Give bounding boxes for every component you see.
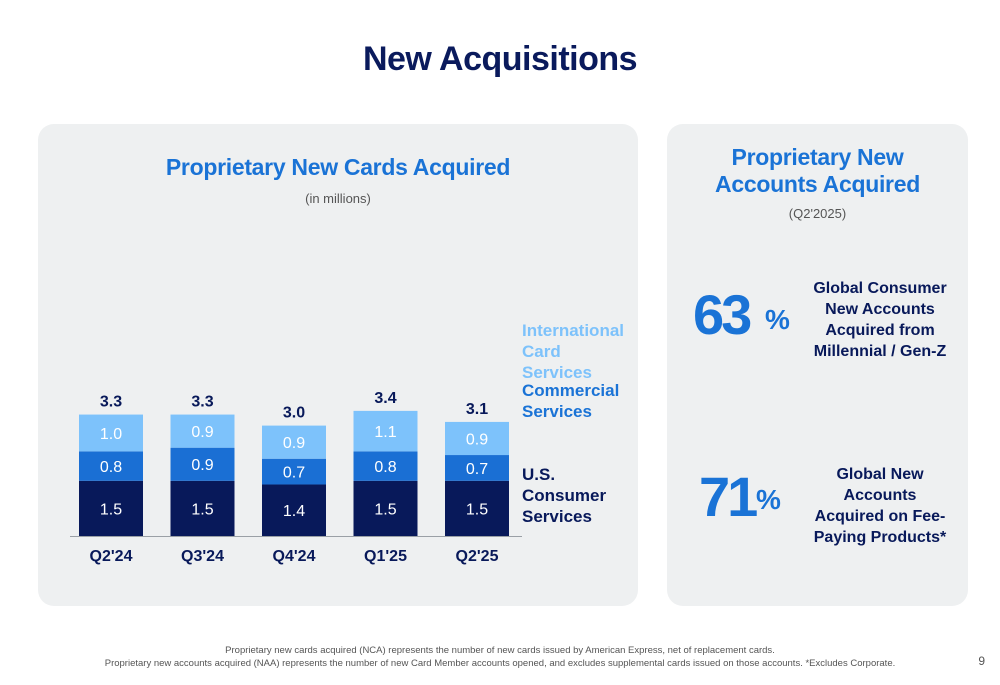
segment-value-label: 1.0: [100, 426, 122, 443]
legend-us-consumer-services: U.S. Consumer Services: [522, 465, 607, 526]
fee-paying-stat-description: Global New Accounts Acquired on Fee- Pay…: [799, 464, 961, 548]
x-tick-label: Q1'25: [364, 548, 407, 565]
footnote-nca: Proprietary new cards acquired (NCA) rep…: [225, 645, 775, 656]
bar-total-label: 3.4: [374, 390, 396, 407]
chart-subtitle: (in millions): [305, 191, 371, 206]
x-tick-label: Q2'25: [456, 548, 499, 565]
bar-total-label: 3.3: [100, 394, 122, 411]
bar-segment: [353, 480, 418, 536]
segment-value-label: 0.7: [283, 465, 305, 482]
fee-paying-stat-unit: %: [756, 484, 781, 515]
segment-value-label: 1.5: [100, 501, 122, 518]
segment-value-label: 0.8: [374, 459, 396, 476]
stat-desc-line: New Accounts: [825, 301, 935, 318]
stat-desc-line: Acquired from: [825, 322, 935, 339]
stat-desc-line: Acquired on Fee-: [814, 508, 946, 525]
accounts-title-line1: Proprietary New: [731, 144, 904, 170]
bar-segment: [262, 458, 326, 485]
legend-international-card-services: International Card Services: [522, 321, 625, 382]
footnote-naa: Proprietary new accounts acquired (NAA) …: [104, 658, 896, 669]
new-accounts-panel: Proprietary New Accounts Acquired (Q2'20…: [667, 124, 968, 606]
millennial-genz-stat-value: 63: [693, 283, 752, 346]
accounts-title-line2: Accounts Acquired: [715, 171, 920, 197]
segment-value-label: 1.1: [374, 424, 396, 441]
stat-desc-line: Millennial / Gen-Z: [813, 343, 947, 360]
page-number: 9: [978, 654, 985, 668]
segment-value-label: 1.5: [191, 501, 213, 518]
segment-value-label: 1.5: [466, 501, 488, 518]
x-tick-label: Q4'24: [273, 548, 316, 565]
segment-value-label: 0.8: [100, 459, 122, 476]
segment-value-label: 0.9: [466, 431, 488, 448]
segment-value-label: 0.9: [283, 435, 305, 452]
bar-segment: [353, 410, 418, 452]
page-title: New Acquisitions: [362, 40, 638, 78]
segment-value-label: 0.7: [466, 461, 488, 478]
bar-segment: [353, 451, 418, 481]
millennial-genz-stat-unit: %: [765, 304, 790, 335]
bar-segment: [445, 480, 509, 536]
bar-total-label: 3.3: [191, 394, 213, 411]
accounts-title: Proprietary New Accounts Acquired: [667, 144, 968, 198]
new-cards-panel: Proprietary New Cards Acquired (in milli…: [38, 124, 638, 606]
legend-commercial-services: Commercial Services: [522, 381, 620, 421]
bar-segment: [79, 451, 143, 481]
segment-value-label: 1.5: [374, 501, 396, 518]
bar-segment: [170, 414, 235, 448]
bar-segment: [445, 455, 509, 481]
stat-desc-line: Global New Accounts: [836, 466, 924, 504]
chart-title: Proprietary New Cards Acquired: [165, 154, 511, 180]
millennial-genz-stat-description: Global Consumer New Accounts Acquired fr…: [799, 278, 961, 362]
segment-value-label: 0.9: [191, 424, 213, 441]
bar-segment: [79, 480, 143, 536]
stat-desc-line: Global Consumer: [813, 280, 947, 297]
bar-segment: [445, 421, 509, 456]
stat-desc-line: Paying Products*: [813, 529, 947, 546]
bar-segment: [262, 425, 326, 459]
bar-segment: [170, 480, 235, 536]
bar-total-label: 3.0: [283, 405, 305, 422]
segment-value-label: 0.9: [191, 457, 213, 474]
x-tick-label: Q2'24: [90, 548, 133, 565]
fee-paying-stat-value: 71: [699, 465, 758, 528]
stacked-bar-chart: 1.5 0.8 1.0 3.3 Q2'24 1.5 0.9 0.9 3.3 Q3'24 1.4 0.7…: [70, 390, 522, 565]
bar-total-label: 3.1: [466, 401, 488, 418]
bar-segment: [262, 484, 326, 536]
accounts-period: (Q2'2025): [788, 206, 847, 221]
bar-segment: [170, 447, 235, 481]
x-tick-label: Q3'24: [181, 548, 224, 565]
bar-segment: [79, 414, 143, 452]
segment-value-label: 1.4: [283, 503, 305, 520]
